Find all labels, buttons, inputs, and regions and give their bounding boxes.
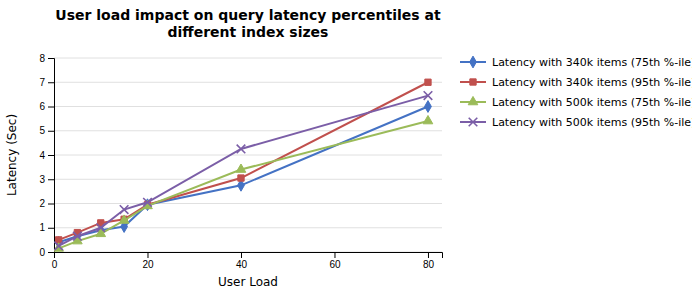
- y-axis: 0 1 2 3 4 5 6 7 8: [39, 53, 54, 258]
- tick: 7: [39, 77, 54, 88]
- tick-label: 5: [39, 125, 45, 136]
- chart: 0 20 40 60 80 0 1 2 3 4 5 6 7 8 User Load Latency (Sec)…: [0, 0, 692, 294]
- tick: 80: [423, 252, 435, 270]
- tick-label: 2: [39, 198, 45, 209]
- series-line: [59, 107, 428, 243]
- grid-line: [54, 82, 442, 83]
- grid-line: [54, 58, 442, 59]
- tick: 8: [39, 53, 54, 64]
- tick-label: 0: [39, 247, 45, 258]
- tick-label: 3: [39, 174, 45, 185]
- tick: 2: [39, 198, 54, 209]
- legend-label: Latency with 340k items (75th %-ile): [492, 56, 692, 69]
- tick-mark: [241, 252, 242, 258]
- tick: 0: [39, 247, 54, 258]
- axis-domain: [48, 59, 55, 253]
- series-marker: [237, 145, 246, 154]
- series-marker: [120, 205, 129, 214]
- x-axis-title: User Load: [218, 275, 278, 289]
- tick-mark: [48, 228, 54, 229]
- tick-mark: [48, 155, 54, 156]
- grid: [54, 58, 442, 252]
- grid-line: [54, 130, 442, 131]
- tick: 60: [329, 252, 341, 270]
- tick-label: 7: [39, 77, 45, 88]
- x-axis: 0 20 40 60 80: [52, 252, 443, 270]
- legend-label: Latency with 500k items (75th %-ile): [492, 96, 692, 109]
- tick: 20: [142, 252, 154, 270]
- tick-mark: [48, 107, 54, 108]
- legend-item: Latency with 340k items (75th %-ile): [460, 56, 692, 69]
- tick-label: 40: [236, 259, 248, 270]
- legend-swatch-marker: [470, 56, 477, 68]
- series-marker: [425, 101, 432, 113]
- tick: 3: [39, 174, 54, 185]
- axis-domain: [55, 253, 443, 259]
- grid-line: [54, 155, 442, 156]
- tick-mark: [48, 204, 54, 205]
- tick-mark: [48, 58, 54, 59]
- tick-label: 20: [142, 259, 154, 270]
- grid-line: [54, 106, 442, 107]
- series-marker: [425, 79, 431, 85]
- series-marker: [238, 175, 244, 181]
- series-marker: [96, 223, 105, 232]
- legend-swatch-marker: [468, 96, 478, 104]
- tick-mark: [147, 252, 148, 258]
- tick-mark: [48, 131, 54, 132]
- legend-item: Latency with 340k items (95th %-ile): [460, 76, 692, 89]
- tick-label: 80: [423, 259, 435, 270]
- legend-item: Latency with 500k items (75th %-ile): [460, 96, 692, 109]
- legend-item: Latency with 500k items (95th %-ile): [460, 116, 692, 129]
- series-marker: [423, 116, 433, 124]
- tick-label: 8: [39, 53, 45, 64]
- legend-label: Latency with 340k items (95th %-ile): [492, 76, 692, 89]
- title: User load impact on query latency percen…: [55, 7, 441, 40]
- tick-mark: [48, 252, 54, 253]
- series-marker: [54, 242, 63, 251]
- tick: 5: [39, 125, 54, 136]
- series-marker: [236, 164, 246, 172]
- tick-mark: [428, 252, 429, 258]
- tick-mark: [48, 82, 54, 83]
- legend-label: Latency with 500k items (95th %-ile): [492, 116, 692, 129]
- tick: 40: [236, 252, 248, 270]
- legend: Latency with 340k items (75th %-ile) Late…: [460, 56, 692, 129]
- series-marker: [73, 232, 82, 241]
- legend-swatch-marker: [470, 79, 476, 85]
- series-line: [59, 121, 428, 248]
- plot-area: 0 20 40 60 80 0 1 2 3 4 5 6 7 8 User Load Latency (Sec): [5, 53, 443, 289]
- tick-label: 1: [39, 222, 45, 233]
- tick-label: 4: [39, 150, 45, 161]
- tick: 1: [39, 222, 54, 233]
- grid-line: [54, 203, 442, 204]
- tick: 4: [39, 150, 54, 161]
- tick-mark: [334, 252, 335, 258]
- tick: 0: [52, 252, 58, 270]
- y-axis-title: Latency (Sec): [5, 114, 19, 196]
- series-marker: [143, 198, 152, 207]
- tick-mark: [48, 179, 54, 180]
- tick-label: 60: [329, 259, 341, 270]
- tick: 6: [39, 101, 54, 112]
- series-marker: [424, 91, 433, 100]
- tick-label: 0: [52, 259, 58, 270]
- legend-swatch-marker: [469, 118, 478, 127]
- tick-label: 6: [39, 101, 45, 112]
- series-line: [59, 96, 428, 246]
- grid-line: [54, 179, 442, 180]
- series-group: [54, 79, 433, 251]
- series-marker: [119, 215, 129, 223]
